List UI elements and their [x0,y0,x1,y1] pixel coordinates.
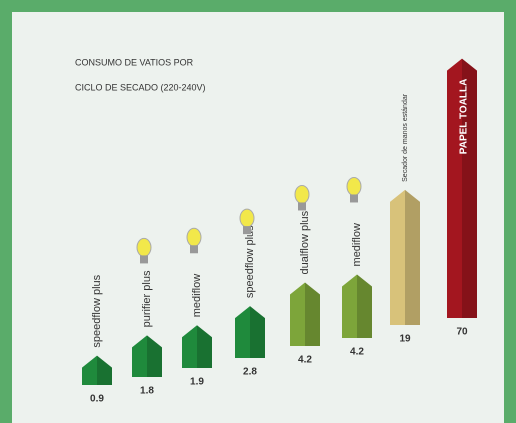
category-label: PAPEL TOALLA [459,79,470,155]
bar-shade [197,325,212,368]
bar [82,355,112,385]
category-label: speedflow plus [244,225,256,298]
value-label: 1.9 [190,377,204,388]
bar [182,325,212,368]
bar-shade [250,306,265,358]
panel [12,12,504,423]
bulb-base [140,255,148,264]
bulb-icon [346,176,362,196]
category-label: dualflow plus [299,210,311,274]
category-label: speedflow plus [91,274,103,347]
bulb-base [298,202,306,211]
bar-shade [405,189,420,325]
value-label: 2.8 [243,367,257,378]
category-label: purifier plus [141,270,153,327]
category-label: mediflow [351,223,363,266]
bar-shade [462,58,477,319]
bulb-base [243,226,251,235]
bar-shade [305,282,320,346]
value-label: 70 [456,327,468,338]
bulb-icon [239,208,255,228]
bar [235,306,265,358]
bar-shade [147,335,162,377]
value-label: 19 [399,334,411,345]
bulb-icon [136,237,152,257]
value-label: 1.8 [140,386,154,397]
bulb-icon [186,227,202,247]
chart-title: CICLO DE SECADO (220-240V) [75,82,206,92]
bar [390,189,420,325]
category-label: mediflow [191,274,203,317]
value-label: 0.9 [90,394,104,405]
value-label: 4.2 [350,347,364,358]
chart-title: CONSUMO DE VATIOS POR [75,57,194,67]
bar [342,274,372,338]
category-label: Secador de manos estándar [402,93,409,182]
bar [447,58,477,319]
bulb-icon [294,184,310,204]
bar-shade [97,355,112,385]
bar [132,335,162,377]
bar [290,282,320,346]
bar-shade [357,274,372,338]
value-label: 4.2 [298,355,312,366]
bulb-base [190,245,198,254]
bulb-base [350,194,358,203]
